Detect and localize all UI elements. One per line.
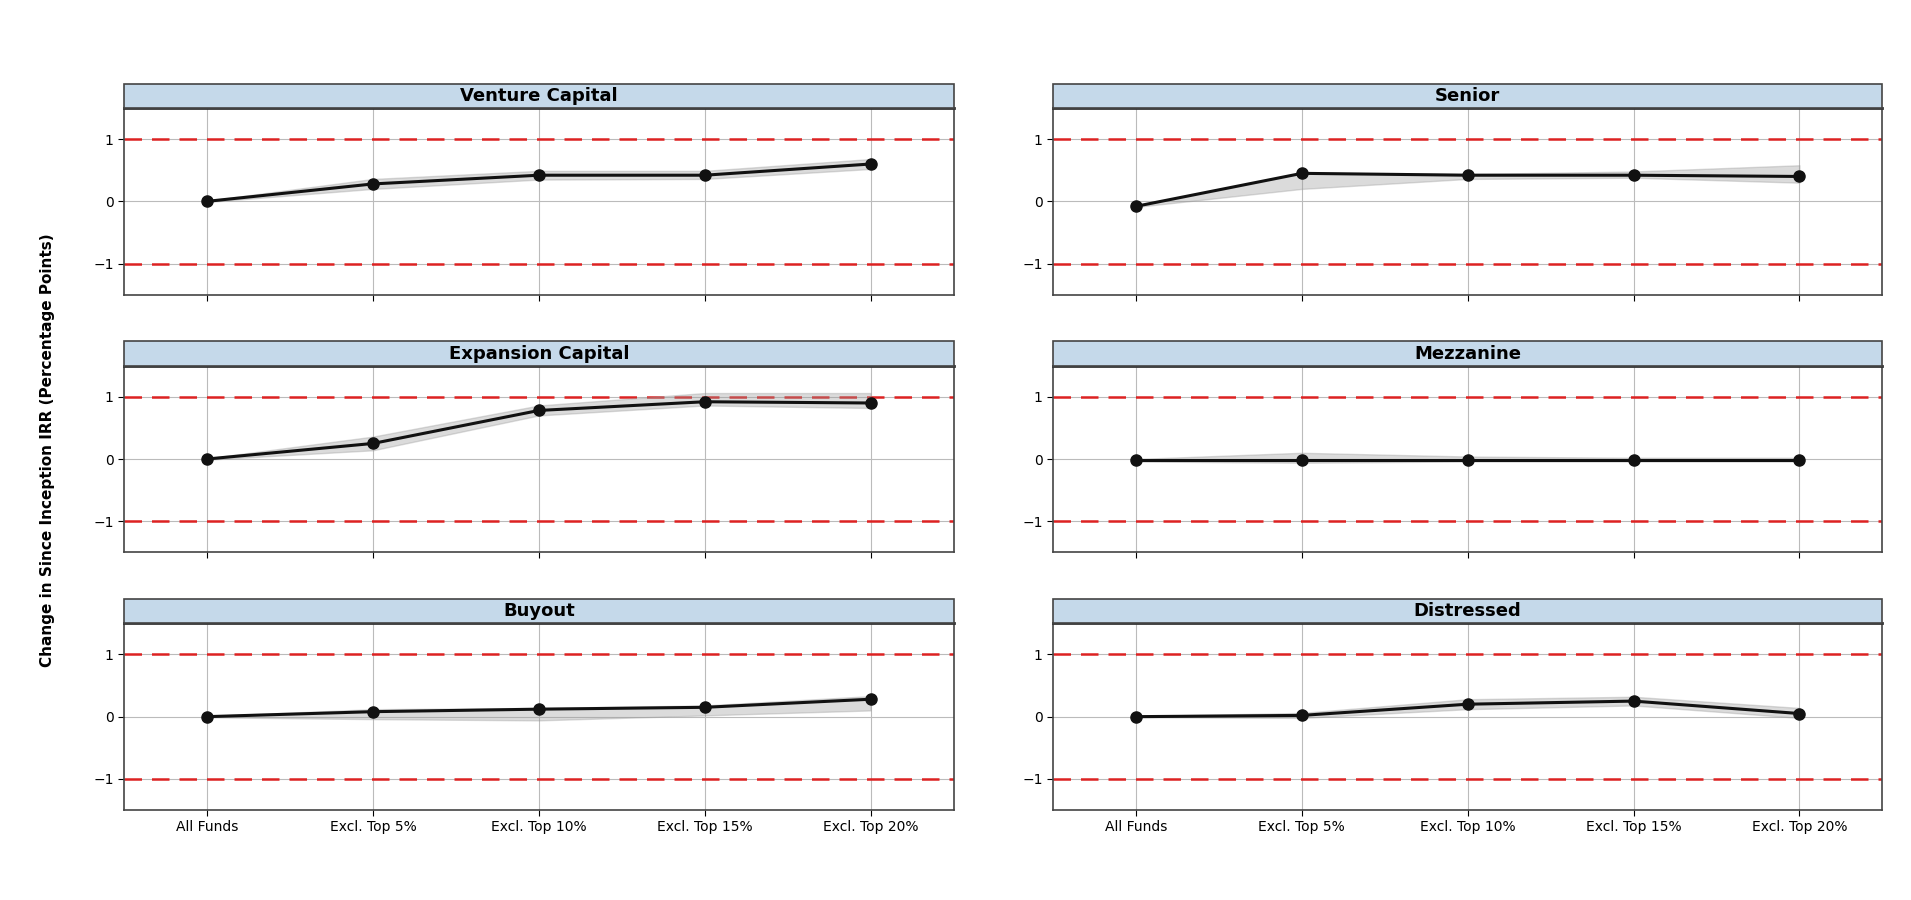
FancyBboxPatch shape: [1053, 599, 1882, 624]
Text: Buyout: Buyout: [503, 602, 575, 620]
Text: Distressed: Distressed: [1414, 602, 1521, 620]
FancyBboxPatch shape: [1053, 341, 1882, 365]
Text: Senior: Senior: [1435, 87, 1500, 105]
FancyBboxPatch shape: [124, 84, 954, 108]
FancyBboxPatch shape: [1053, 84, 1882, 108]
Text: Change in Since Inception IRR (Percentage Points): Change in Since Inception IRR (Percentag…: [40, 233, 55, 667]
Text: Expansion Capital: Expansion Capital: [449, 345, 629, 363]
Text: Venture Capital: Venture Capital: [461, 87, 617, 105]
FancyBboxPatch shape: [124, 599, 954, 624]
FancyBboxPatch shape: [124, 341, 954, 365]
Text: Mezzanine: Mezzanine: [1414, 345, 1521, 363]
